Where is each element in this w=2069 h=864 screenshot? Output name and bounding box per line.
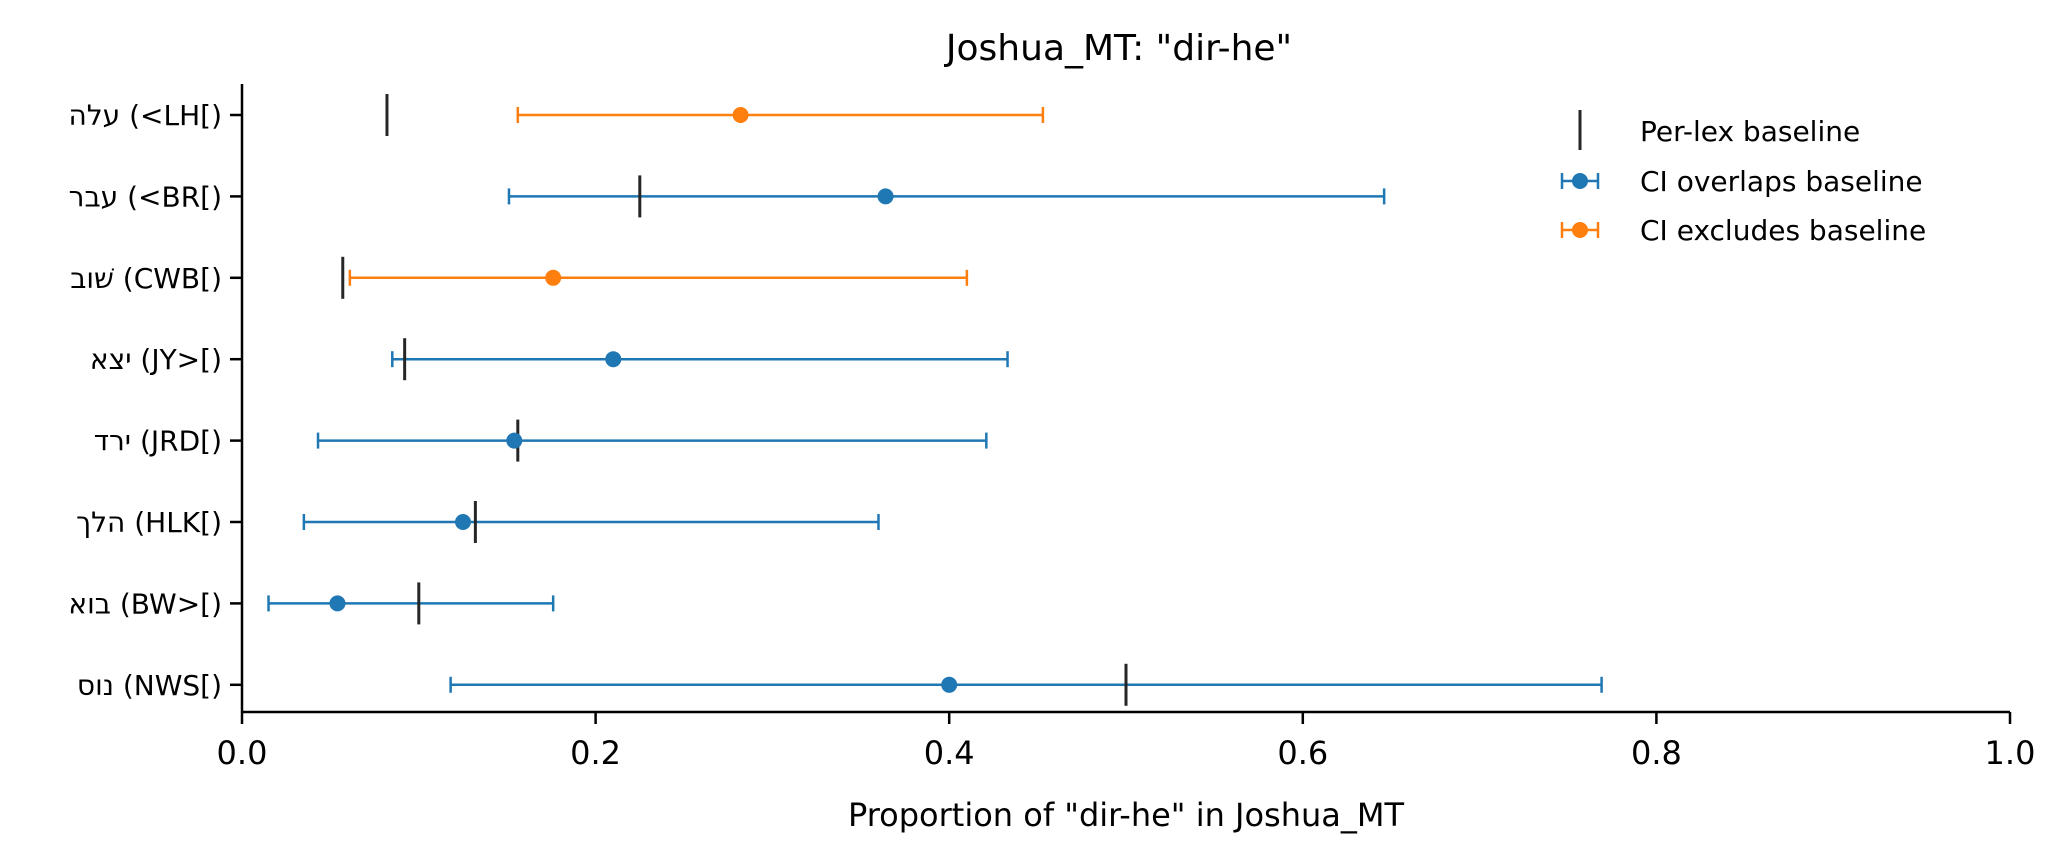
- legend-excludes-marker: [1572, 222, 1588, 238]
- legend-overlaps-label: CI overlaps baseline: [1640, 165, 1923, 198]
- estimate-point: [605, 351, 622, 368]
- x-tick-label: 0.0: [217, 734, 268, 772]
- y-tick-label: הלך (HLK[): [76, 506, 222, 539]
- estimate-point: [506, 432, 523, 449]
- x-tick-label: 1.0: [1985, 734, 2036, 772]
- legend: Per-lex baseline CI overlaps baseline CI…: [1560, 110, 1926, 247]
- y-tick-label: נוס (NWS[): [77, 669, 222, 702]
- x-axis-label: Proportion of "dir-he" in Joshua_MT: [848, 796, 1405, 834]
- x-tick-label: 0.8: [1631, 734, 1682, 772]
- y-tick-label: בוא (BW>[): [68, 587, 222, 620]
- legend-baseline-label: Per-lex baseline: [1640, 115, 1860, 148]
- x-tick-label: 0.6: [1277, 734, 1328, 772]
- estimate-point: [545, 269, 562, 286]
- estimate-point: [941, 676, 958, 693]
- chart-title: Joshua_MT: "dir-he": [944, 28, 1292, 69]
- legend-excludes-label: CI excludes baseline: [1640, 214, 1926, 247]
- y-tick-label: שׁוב (CWB[): [70, 262, 222, 295]
- y-tick-label: עבר (<BR[): [69, 180, 222, 213]
- y-tick-label: עלה (<LH[): [68, 99, 222, 132]
- x-tick-label: 0.4: [924, 734, 975, 772]
- legend-overlaps-marker: [1572, 173, 1588, 189]
- estimate-point: [455, 514, 471, 530]
- estimate-point: [329, 595, 346, 612]
- x-tick-label: 0.2: [570, 734, 621, 772]
- estimate-point: [877, 188, 894, 205]
- y-tick-label: ירד (JRD[): [94, 425, 222, 458]
- y-tick-label: יצא (JY>[): [90, 343, 222, 376]
- estimate-point: [732, 107, 749, 123]
